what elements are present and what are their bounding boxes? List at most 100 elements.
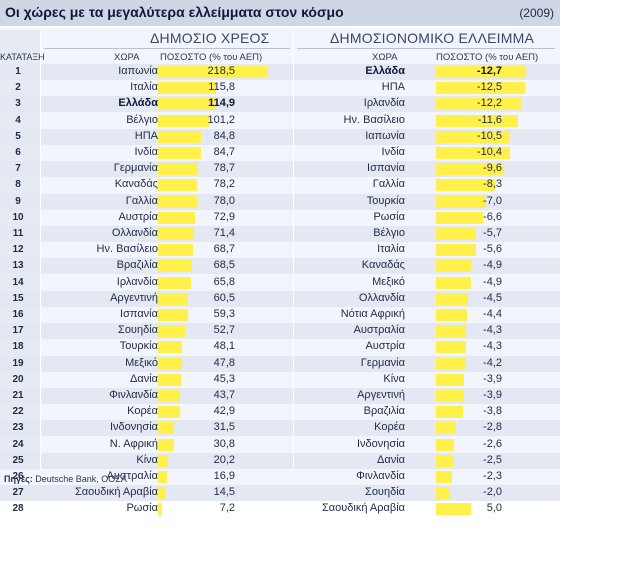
deficit-value-label: -3,9 [483,372,502,385]
debt-value-label: 43,7 [213,389,235,401]
deficit-bar [436,211,483,224]
deficit-value-label: -4,5 [483,291,502,304]
section-divider [293,30,294,470]
debt-country: ΗΠΑ [134,129,158,142]
rank-cell: 21 [12,390,24,401]
rank-cell: 4 [15,114,21,126]
deficit-value-label: -7,0 [483,194,502,207]
source-note: Πηγές: Deutsche Bank, ΟΟΣΑ [4,474,127,484]
debt-value-label: 72,9 [213,210,235,223]
debt-value-label: 7,2 [219,502,235,515]
deficit-bar [436,503,472,516]
deficit-value-label: -2,5 [483,453,502,466]
debt-country: Ινδία [134,146,158,158]
deficit-country: Ινδία [381,146,405,158]
debt-value-label: 47,8 [213,356,235,369]
table-row: 4 Βέλγιο 101,2 Ην. Βασίλειο -11,6 [0,113,560,129]
debt-value-label: 68,5 [213,259,235,272]
deficit-value-label: -6,6 [483,210,502,223]
deficit-country: Βραζιλία [363,405,405,418]
table-row: 3 Ελλάδα 114,9 Ιρλανδία -12,2 [0,96,560,113]
deficit-bar [436,309,468,321]
table-row: 7 Γερμανία 78,7 Ισπανία -9,6 [0,161,560,178]
rank-cell: 18 [12,341,24,353]
deficit-bar [436,325,467,338]
debt-bar [158,179,198,192]
deficit-country: Σαουδική Αραβία [321,502,405,515]
debt-country: Καναδάς [114,178,158,191]
deficit-country: Ινδονησία [356,437,405,450]
deficit-bar [436,487,451,500]
debt-bar [158,309,188,321]
debt-country: Κορέα [127,405,158,418]
source-label: Πηγές: [4,474,33,484]
deficit-bar [436,390,464,402]
table-row: 19 Μεξικό 47,8 Γερμανία -4,2 [0,355,560,372]
debt-bar [158,195,198,208]
deficit-bar [436,66,526,78]
debt-value-label: 60,5 [213,291,235,304]
rank-cell: 15 [12,292,24,304]
deficit-country: Κίνα [383,372,405,385]
deficit-value-label: 5,0 [486,502,502,515]
deficit-value-label: -12,5 [476,81,502,94]
deficit-bar [436,438,455,451]
deficit-section-title: ΔΗΜΟΣΙΟΝΟΜΙΚΟ ΕΛΛΕΙΜΜΑ [330,30,535,46]
debt-country: Ιαπωνία [118,65,158,77]
deficit-bar [436,179,495,192]
deficit-bar [436,260,471,273]
debt-bar [158,422,174,435]
deficit-bar [436,244,476,257]
chart-year: (2009) [519,6,554,20]
debt-value-label: 31,5 [213,421,235,434]
debt-bar [158,147,201,159]
table-row: 24 Ν. Αφρική 30,8 Ινδονησία -2,6 [0,437,560,453]
table-row: 15 Αργεντινή 60,5 Ολλανδία -4,5 [0,290,560,307]
deficit-country: Ην. Βασίλειο [343,113,405,126]
chart-panel: Οι χώρες με τα μεγαλύτερα ελλείμματα στο… [0,0,560,516]
debt-bar [158,373,181,386]
rank-cell: 24 [12,438,24,450]
debt-country: Μεξικό [125,356,158,369]
deficit-country-header: ΧΩΡΑ [372,52,398,63]
deficit-country: Ολλανδία [358,291,405,304]
deficit-bar [436,454,454,467]
rank-cell: 20 [12,373,24,385]
table-row: 10 Αυστρία 72,9 Ρωσία -6,6 [0,210,560,226]
deficit-bar [436,114,519,127]
debt-country: Ην. Βασίλειο [96,243,158,256]
deficit-country: Γερμανία [360,356,405,369]
deficit-country: Γαλλία [372,178,405,191]
debt-value-label: 52,7 [213,324,235,337]
debt-bar [158,503,162,516]
deficit-bar [436,82,525,95]
rank-cell: 28 [12,503,24,515]
deficit-value-label: -4,2 [483,356,502,369]
rank-cell: 5 [15,130,21,142]
table-row: 22 Κορέα 42,9 Βραζιλία -3,8 [0,404,560,420]
debt-country: Ελλάδα [118,97,158,110]
debt-country: Σουηδία [118,324,158,337]
debt-bar [158,438,174,451]
table-row: 26 Αυστραλία 16,9 Φινλανδία -2,3 [0,469,560,485]
rank-cell: 7 [15,163,21,175]
debt-value-label: 78,0 [213,194,235,207]
debt-country: Βέλγιο [126,113,158,126]
debt-bar [158,487,166,500]
deficit-bar [436,357,466,370]
table-row: 6 Ινδία 84,7 Ινδία -10,4 [0,145,560,161]
table-row: 13 Βραζιλία 68,5 Καναδάς -4,9 [0,258,560,275]
debt-bar [158,228,194,240]
deficit-country: Καναδάς [361,259,405,272]
deficit-value-label: -4,4 [483,308,502,320]
debt-bar [158,357,183,370]
debt-value-label: 16,9 [213,470,235,482]
debt-value-label: 14,5 [213,486,235,499]
debt-value-label: 218,5 [207,65,235,77]
rank-cell: 11 [12,228,24,239]
debt-country: Ιταλία [130,81,158,94]
rank-cell: 10 [12,211,24,223]
debt-section-underline [44,48,290,49]
debt-country: Ν. Αφρική [109,437,158,450]
debt-bar [158,82,217,95]
